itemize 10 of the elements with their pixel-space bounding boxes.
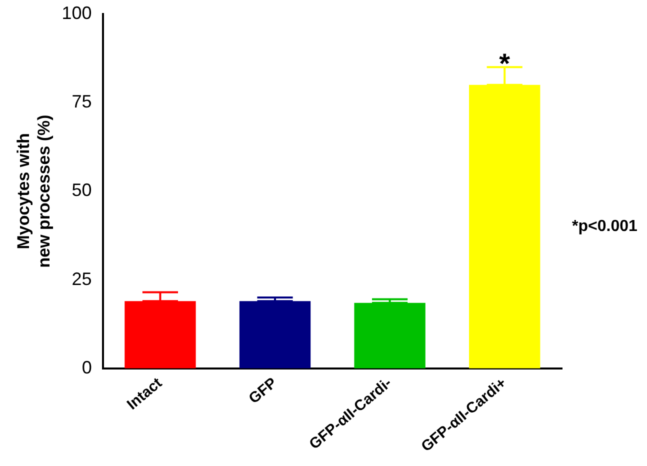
- y-tick-label: 0: [82, 357, 92, 378]
- y-tick-label: 50: [72, 180, 92, 200]
- bar: [354, 302, 426, 368]
- y-tick-label: 25: [72, 268, 92, 289]
- y-tick-label: 75: [72, 92, 92, 112]
- x-tick-label: GFP: [246, 374, 280, 408]
- annotation: *: [499, 48, 510, 79]
- y-axis-title: Myocytes with new processes (%): [14, 114, 54, 268]
- text: *p<0.001: [572, 218, 638, 236]
- y-tick-label: 100: [62, 2, 92, 23]
